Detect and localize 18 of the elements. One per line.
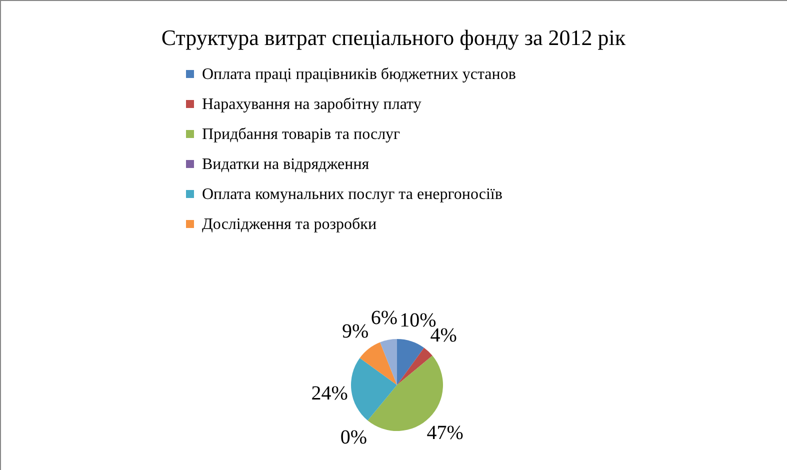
pie-slice bbox=[397, 339, 424, 385]
data-label: 47% bbox=[426, 422, 464, 444]
chart-title: Структура витрат спеціального фонду за 2012 рік bbox=[161, 25, 626, 50]
pie-slice bbox=[380, 339, 397, 385]
legend-label: Дослідження та розробки bbox=[202, 216, 377, 233]
legend-label: Видатки на відрядження bbox=[202, 156, 370, 173]
legend-label: Придбання товарів та послуг bbox=[202, 126, 401, 143]
pie-slice bbox=[397, 348, 432, 385]
data-label: 10% bbox=[400, 309, 436, 332]
legend-label: Оплата комунальних послуг та енергоносіїв bbox=[202, 186, 503, 203]
data-label: 9% bbox=[342, 320, 369, 342]
data-label: 6% bbox=[370, 307, 398, 330]
data-label: 24% bbox=[311, 382, 348, 405]
pie-slice bbox=[360, 342, 397, 385]
legend-label: Нарахування на заробітну плату bbox=[202, 96, 422, 113]
pie-slice bbox=[351, 358, 397, 420]
text: 0% bbox=[340, 426, 367, 448]
legend-label: Оплата праці працівників бюджетних установ bbox=[202, 66, 516, 83]
